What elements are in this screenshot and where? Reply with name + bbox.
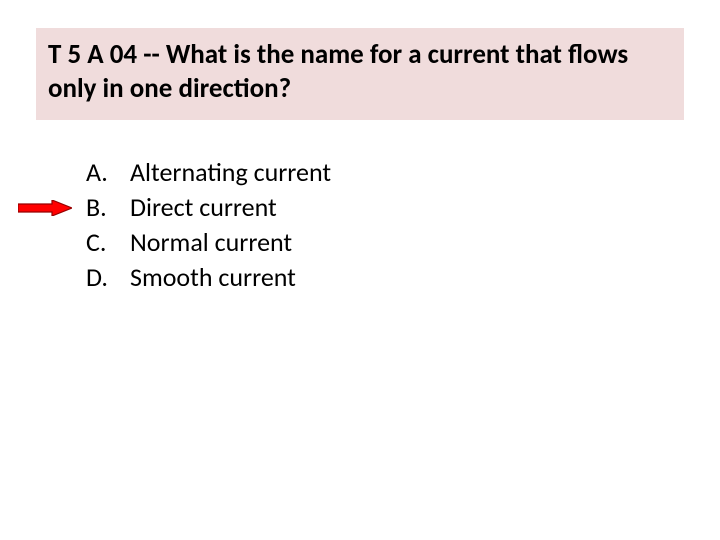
answer-text: Smooth current — [130, 260, 296, 295]
answer-list: A. Alternating current B. Direct current… — [86, 155, 331, 295]
answer-option-b: B. Direct current — [86, 190, 331, 225]
answer-text: Alternating current — [130, 155, 331, 190]
answer-option-c: C. Normal current — [86, 225, 331, 260]
answer-letter: D. — [86, 260, 130, 295]
arrow-shape — [18, 200, 72, 216]
question-text: T 5 A 04 -- What is the name for a curre… — [48, 38, 628, 105]
answer-letter: B. — [86, 190, 130, 225]
answer-letter: C. — [86, 225, 130, 260]
correct-answer-arrow-icon — [18, 200, 72, 216]
answer-option-d: D. Smooth current — [86, 260, 331, 295]
answer-letter: A. — [86, 155, 130, 190]
question-box: T 5 A 04 -- What is the name for a curre… — [36, 28, 684, 120]
answer-text: Normal current — [130, 225, 292, 260]
answer-option-a: A. Alternating current — [86, 155, 331, 190]
answer-text: Direct current — [130, 190, 277, 225]
